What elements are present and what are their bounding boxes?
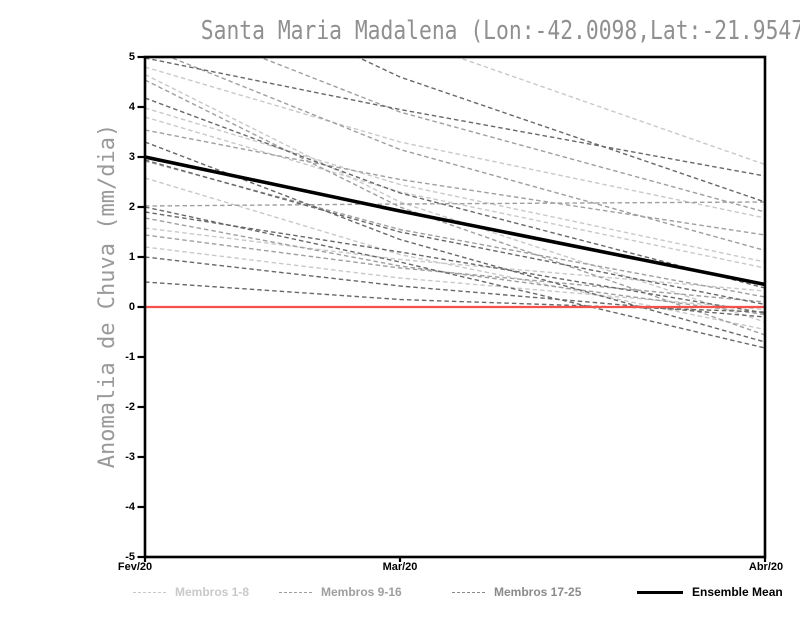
member-line-25 [145, 211, 765, 314]
member-line-21 [145, 206, 765, 349]
member-line-20 [145, 159, 765, 306]
member-line-15 [168, 57, 765, 252]
y-tick-label-0: 0 [128, 301, 135, 313]
x-tick-label-Fev-20: Fev/20 [117, 561, 153, 573]
y-tick-label--3: -3 [125, 451, 135, 463]
ensemble-mean-line [145, 155, 765, 287]
member-line-12 [145, 201, 765, 207]
member-line-2 [145, 107, 765, 263]
member-line-4 [145, 177, 765, 331]
dashed-line-swatch-medium [279, 591, 312, 593]
member-line-17 [145, 57, 765, 177]
y-tick-label-5: 5 [128, 51, 135, 63]
y-tick-label-1: 1 [128, 251, 135, 263]
member-line-24 [355, 57, 765, 203]
member-line-8 [145, 73, 765, 323]
member-line-6 [145, 246, 765, 311]
legend-item-membros-1-8: Membros 1-8 [133, 584, 249, 600]
y-tick-label--5: -5 [125, 551, 135, 563]
solid-line-swatch-mean [637, 590, 683, 594]
legend: Membros 1-8 Membros 9-16 Membros 17-25 E… [0, 584, 800, 604]
x-tick-label-Abr-20: Abr/20 [748, 561, 784, 573]
member-line-11 [145, 160, 765, 298]
y-tick-label--4: -4 [125, 501, 135, 513]
legend-label: Membros 9-16 [321, 585, 402, 599]
dashed-line-swatch-dark [452, 591, 485, 593]
legend-label: Membros 17-25 [494, 585, 582, 599]
y-tick-label--1: -1 [125, 351, 135, 363]
member-line-22 [145, 256, 765, 318]
member-line-1 [145, 66, 765, 219]
chart-title: Santa Maria Madalena (Lon:-42.0098,Lat:-… [200, 16, 800, 46]
legend-label: Membros 1-8 [175, 585, 250, 599]
member-line-13 [145, 217, 765, 316]
member-line-14 [145, 234, 765, 303]
dashed-line-swatch-light [133, 591, 166, 593]
member-line-7 [455, 57, 765, 166]
legend-label: Ensemble Mean [692, 585, 783, 599]
y-tick-label--2: -2 [125, 401, 135, 413]
legend-item-ensemble-mean: Ensemble Mean [637, 584, 783, 600]
x-tick-label-Mar-20: Mar/20 [382, 561, 418, 573]
member-line-5 [145, 227, 765, 292]
member-line-16 [257, 57, 765, 213]
legend-item-membros-17-25: Membros 17-25 [452, 584, 581, 600]
legend-item-membros-9-16: Membros 9-16 [279, 584, 402, 600]
y-tick-label-3: 3 [128, 151, 135, 163]
y-tick-label-4: 4 [128, 101, 135, 113]
member-line-10 [145, 129, 765, 236]
y-tick-label-2: 2 [128, 201, 135, 213]
member-line-3 [145, 116, 765, 269]
member-line-18 [145, 97, 765, 289]
